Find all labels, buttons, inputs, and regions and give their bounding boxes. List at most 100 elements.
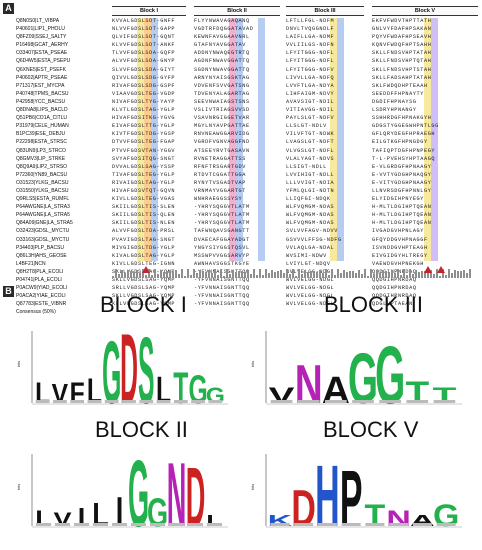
consensus-bar [370,269,372,278]
consensus-bar [247,269,249,278]
sequence-row: -YHRYSQGGVTLATM [194,212,250,219]
consensus-bar [412,273,414,278]
sequence-row: LVIYLGT-NDQV [286,260,331,267]
logo-letter: V [52,378,69,410]
sequence-row: DVAECAFGGAYADGT [194,236,250,243]
logo-y-axis-label: bits [250,484,255,490]
consensus-bar [421,270,423,278]
logo-minor-residues [270,400,293,403]
sequence-row: WVLVELGG-NDGL [286,293,335,300]
highlight-block1-s [151,18,158,261]
consensus-bar [295,275,297,278]
sequence-row: WNHRAEGGSSYSY [194,196,243,203]
consensus-bar [220,269,222,278]
sequence-row: SVLVVFAGV-NDVV [286,228,338,235]
consensus-bar [376,269,378,278]
sequence-logo-block-v: bits K D H P T N A G [250,446,468,546]
sequence-id: P40602|APTR_PSEAE [16,74,68,81]
consensus-bar [340,273,342,278]
consensus-bar [238,270,240,278]
sequence-row: H-MLTLDGIHPTQEAN [372,204,432,211]
sequence-row: LFTLLFGL-NDFM [286,18,335,24]
consensus-bar [115,269,117,278]
logo-letter: N [167,445,187,547]
consensus-bar [133,271,135,278]
sequence-row: VSAVNRGIGGETVAR [194,115,250,122]
logo-minor-residues [297,400,320,403]
sequence-row: QQDGIHPNRDAQ [372,277,417,283]
consensus-bar [229,273,231,278]
consensus-label: Consensus (50%) [16,309,56,316]
sequence-row: EIVAFGDSLTTG-YGLP [112,123,176,130]
sequence-row: GFLQRYDEGFHPRAEGH [372,131,436,138]
sequence-id: P64AWGNE|LA_STRA5 [16,212,70,219]
sequence-id: Q8N0S0|LT_VIBPA [16,18,60,24]
sequence-row: VRNMAYVGGARTGT [194,187,246,194]
sequence-row: E-VVTYGDGHPNAQGY [372,171,432,178]
sequence-row: RYNYTVSGADTVAP [194,179,246,186]
consensus-bar [142,269,144,278]
consensus-bar [169,270,171,278]
logo-letter: D [291,480,315,538]
consensus-bar [331,269,333,278]
highlight-block5-h [431,18,438,261]
consensus-bar [196,272,198,278]
sequence-id: Q6XNE5|EST_PSEFK [16,66,66,73]
highlight-block2-g [236,18,243,261]
consensus-bar [235,272,237,278]
logo-minor-residues [111,523,128,526]
logo-minor-residues [53,400,67,403]
logo-minor-residues [191,400,205,403]
logo-letter: G [375,329,405,421]
logo-letter: G [433,497,459,533]
sequence-row: SKIILGDSLTIS-NLEN [112,220,176,227]
sequence-row: QQDGIHPNRDAQ [372,285,417,292]
sequence-row: KVVALGDSLSDT-GNFF [112,18,176,24]
consensus-bar [226,269,228,278]
consensus-bars [112,260,478,278]
highlight-block5-d [424,18,431,261]
sequence-row: LLIQFGI-NDQK [286,196,331,203]
consensus-bar [433,273,435,278]
sequence-row: SVYAFGDSITQG-SNGT [112,155,176,162]
sequence-id: Q51PB6|CO1A_CITLU [16,115,68,122]
sequence-row: WVLVELGG-NDGL [286,301,335,308]
logo-minor-residues [352,400,374,403]
sequence-row: -YFVNNAISGNTTQQ [194,301,250,308]
sequence-row: LLSIGT-NDLL [286,163,327,170]
consensus-bar [463,270,465,278]
sequence-row: H-MLTLDGIHPTQEAN [372,212,432,219]
logo-letter: L [35,376,50,410]
sequence-id: P42958|YCC_BACSU [16,98,66,105]
sequence-id: P0ACA2|YIAE_ECOLI [16,293,66,300]
sequence-row: YNGYSIYGGSTQSVL [194,244,250,251]
sequence-row: LVAGSLGT-NDFT [286,139,335,146]
logo-letter: L [35,507,52,531]
logo-minor-residues [35,523,52,526]
sequence-id: P16498|GCAT_AERHY [16,42,69,49]
sequence-id: P0ACW9|YIAD_ECOLI [16,285,68,292]
logo-letter: G [348,340,378,420]
sequence-row: TLVVFGDSLSDA-GQFP [112,50,176,57]
logo-letter: I [116,489,124,535]
block3-sequences: LFTLLFGL-NDFM DNVLTVQGGNDLF LAIFLLGA-NDMF V… [286,18,342,309]
logo-minor-residues [73,523,90,526]
consensus-bar [427,272,429,278]
sequence-row: VGDTRFDQGGATAVAD [194,26,254,33]
sequence-id: O32423|GDSL_MYCTU [16,228,70,235]
sequence-row: WLFVQMGM-NDAS [286,204,335,211]
consensus-bar [178,273,180,278]
sequence-row: H-MLTLDGIHPTQEAN [372,220,432,227]
consensus-bar [388,271,390,278]
sequence-id: P72360|YN89_BACSU [16,171,68,178]
consensus-bar [160,269,162,278]
logo-title-block-i: BLOCK I [100,292,187,317]
sequence-row: ELYIDGIHPNYEGY [372,196,424,203]
logo-minor-residues [270,523,290,526]
sequence-row: VLVGSLGT-NDFL [286,147,335,154]
consensus-bar [253,269,255,278]
sequence-row: SLVVFGDSLSDA-GIYT [112,66,176,73]
sequence-id: Q8Q9A9|LIP2_STRSO [16,163,68,170]
logo-letter: A [322,369,350,411]
